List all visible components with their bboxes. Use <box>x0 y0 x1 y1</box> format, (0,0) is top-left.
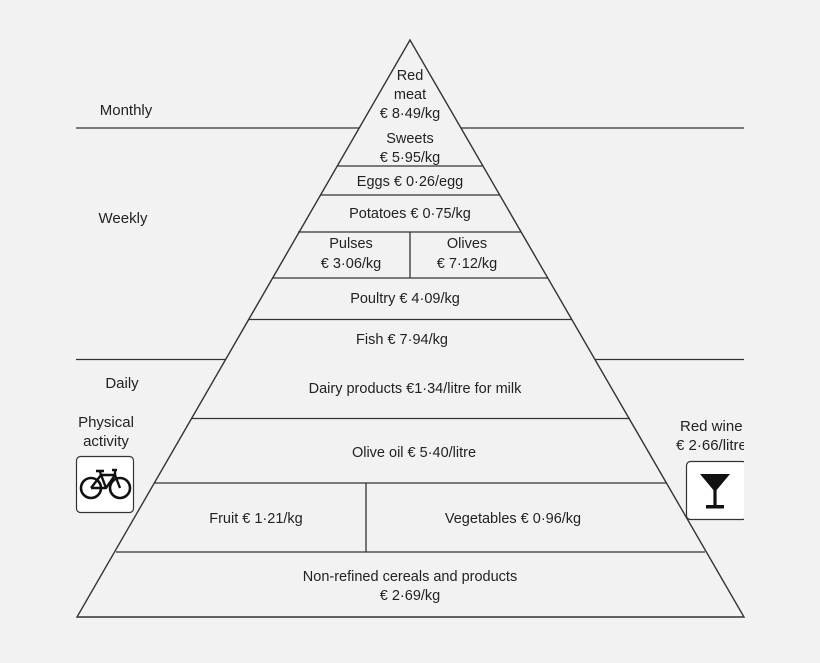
level-daily: Daily <box>105 375 139 392</box>
olives-label: Olives <box>447 236 487 252</box>
physical-activity-label: Physical <box>78 414 134 431</box>
red-meat-price: € 8·49/kg <box>380 106 440 122</box>
dairy-label: Dairy products €1·34/litre for milk <box>309 381 522 397</box>
olive-oil-label: Olive oil € 5·40/litre <box>352 445 476 461</box>
level-monthly: Monthly <box>100 102 153 119</box>
pulses-label: Pulses <box>329 236 373 252</box>
level-weekly: Weekly <box>99 210 148 227</box>
red-wine-label: Red wine <box>680 418 743 435</box>
physical-activity-label-2: activity <box>83 433 129 450</box>
olives-price: € 7·12/kg <box>437 256 497 272</box>
cocktail-glass-icon <box>685 460 744 521</box>
potatoes-label: Potatoes € 0·75/kg <box>349 206 471 222</box>
pulses-price: € 3·06/kg <box>321 256 381 272</box>
pyramid-outline <box>75 38 746 618</box>
cereals-label: Non-refined cereals and products <box>303 569 517 585</box>
red-meat-label-2: meat <box>394 87 426 103</box>
fish-label: Fish € 7·94/kg <box>356 332 448 348</box>
bicycle-icon <box>75 455 135 514</box>
sweets-price: € 5·95/kg <box>380 150 440 166</box>
red-meat-label: Red <box>397 68 424 84</box>
red-wine-price: € 2·66/litre <box>676 437 747 454</box>
sweets-label: Sweets <box>386 131 434 147</box>
fruit-label: Fruit € 1·21/kg <box>209 511 303 527</box>
red-wine-group: Red wine € 2·66/litre <box>676 418 747 521</box>
vegetables-label: Vegetables € 0·96/kg <box>445 511 581 527</box>
cereals-price: € 2·69/kg <box>380 588 440 604</box>
eggs-label: Eggs € 0·26/egg <box>357 174 463 190</box>
poultry-label: Poultry € 4·09/kg <box>350 291 460 307</box>
